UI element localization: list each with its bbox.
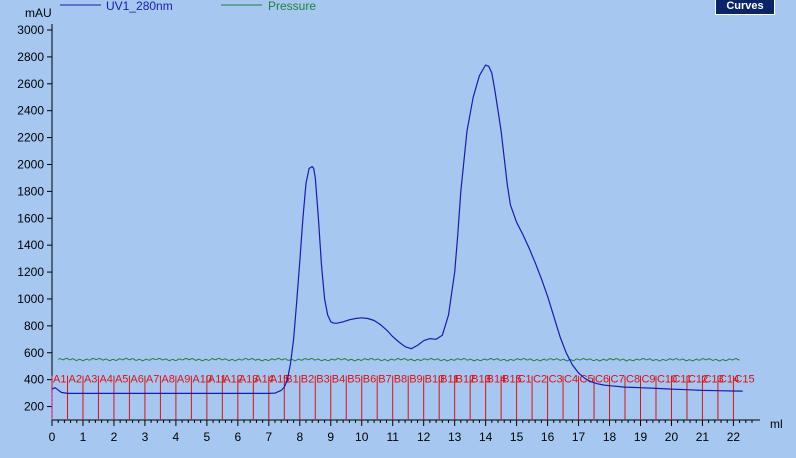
y-tick-label: 1000 [17, 292, 44, 306]
fraction-label: C10 [657, 373, 677, 385]
legend-label-uv: UV1_280nm [106, 0, 173, 13]
x-tick-label: 14 [479, 430, 493, 444]
x-tick-label: 13 [448, 430, 462, 444]
fraction-label: B6 [363, 373, 376, 385]
y-tick-label: 3000 [17, 23, 44, 37]
x-tick-label: 20 [665, 430, 679, 444]
x-tick-label: 8 [296, 430, 303, 444]
pressure-line [57, 357, 740, 362]
x-tick-label: 2 [111, 430, 118, 444]
x-tick-label: 18 [603, 430, 617, 444]
fraction-label: B7 [378, 373, 391, 385]
fraction-label: A7 [146, 373, 159, 385]
fraction-label: A6 [130, 373, 143, 385]
y-tick-label: 2200 [17, 131, 44, 145]
y-tick-label: 2000 [17, 157, 44, 171]
fraction-label: C3 [549, 373, 563, 385]
fraction-label: C1 [518, 373, 532, 385]
x-tick-label: 10 [355, 430, 369, 444]
x-tick-label: 0 [49, 430, 56, 444]
fraction-label: A9 [177, 373, 190, 385]
x-tick-label: 12 [417, 430, 431, 444]
fraction-label: A2 [68, 373, 81, 385]
x-tick-label: 17 [572, 430, 586, 444]
fraction-label: C7 [611, 373, 625, 385]
fraction-label: C2 [533, 373, 547, 385]
uv-line [51, 64, 743, 394]
y-tick-label: 2600 [17, 77, 44, 91]
x-tick-label: 15 [510, 430, 524, 444]
x-tick-label: 21 [696, 430, 710, 444]
fraction-label: C4 [564, 373, 578, 385]
y-tick-label: 600 [24, 346, 44, 360]
y-tick-label: 1400 [17, 238, 44, 252]
x-tick-label: 5 [204, 430, 211, 444]
fraction-label: C12 [688, 373, 708, 385]
fraction-label: C15 [734, 373, 754, 385]
y-tick-label: 2400 [17, 104, 44, 118]
y-axis-label: mAU [25, 6, 52, 20]
fraction-label: A4 [99, 373, 112, 385]
x-tick-label: 11 [386, 430, 399, 444]
x-tick-label: 6 [234, 430, 241, 444]
x-tick-label: 19 [634, 430, 648, 444]
y-tick-label: 200 [24, 400, 44, 414]
fraction-label: A3 [84, 373, 97, 385]
x-tick-label: 4 [173, 430, 180, 444]
fraction-label: C8 [626, 373, 640, 385]
x-tick-label: 22 [727, 430, 741, 444]
x-tick-label: 7 [265, 430, 272, 444]
x-tick-label: 3 [142, 430, 149, 444]
fraction-label: B8 [394, 373, 407, 385]
y-tick-label: 1200 [17, 265, 44, 279]
y-tick-label: 2800 [17, 50, 44, 64]
fraction-label: B2 [301, 373, 314, 385]
y-tick-label: 1800 [17, 184, 44, 198]
y-tick-label: 800 [24, 319, 44, 333]
fraction-label: A1 [53, 373, 66, 385]
fraction-label: C13 [703, 373, 723, 385]
x-tick-label: 1 [80, 430, 87, 444]
fraction-label: A8 [161, 373, 174, 385]
y-tick-label: 1600 [17, 211, 44, 225]
fraction-label: C14 [719, 373, 739, 385]
x-axis-label: ml [770, 417, 783, 431]
x-tick-label: 16 [541, 430, 555, 444]
fraction-label: B1 [285, 373, 298, 385]
fraction-label: B4 [332, 373, 345, 385]
fraction-label: A5 [115, 373, 128, 385]
x-tick-label: 9 [327, 430, 334, 444]
fraction-label: C9 [641, 373, 655, 385]
fraction-label: B9 [409, 373, 422, 385]
curves-button[interactable]: Curves [715, 0, 775, 15]
fraction-label: B3 [316, 373, 329, 385]
fraction-label: B5 [347, 373, 360, 385]
fraction-label: C6 [595, 373, 609, 385]
y-tick-label: 400 [24, 373, 44, 387]
legend-label-pressure: Pressure [268, 0, 316, 13]
